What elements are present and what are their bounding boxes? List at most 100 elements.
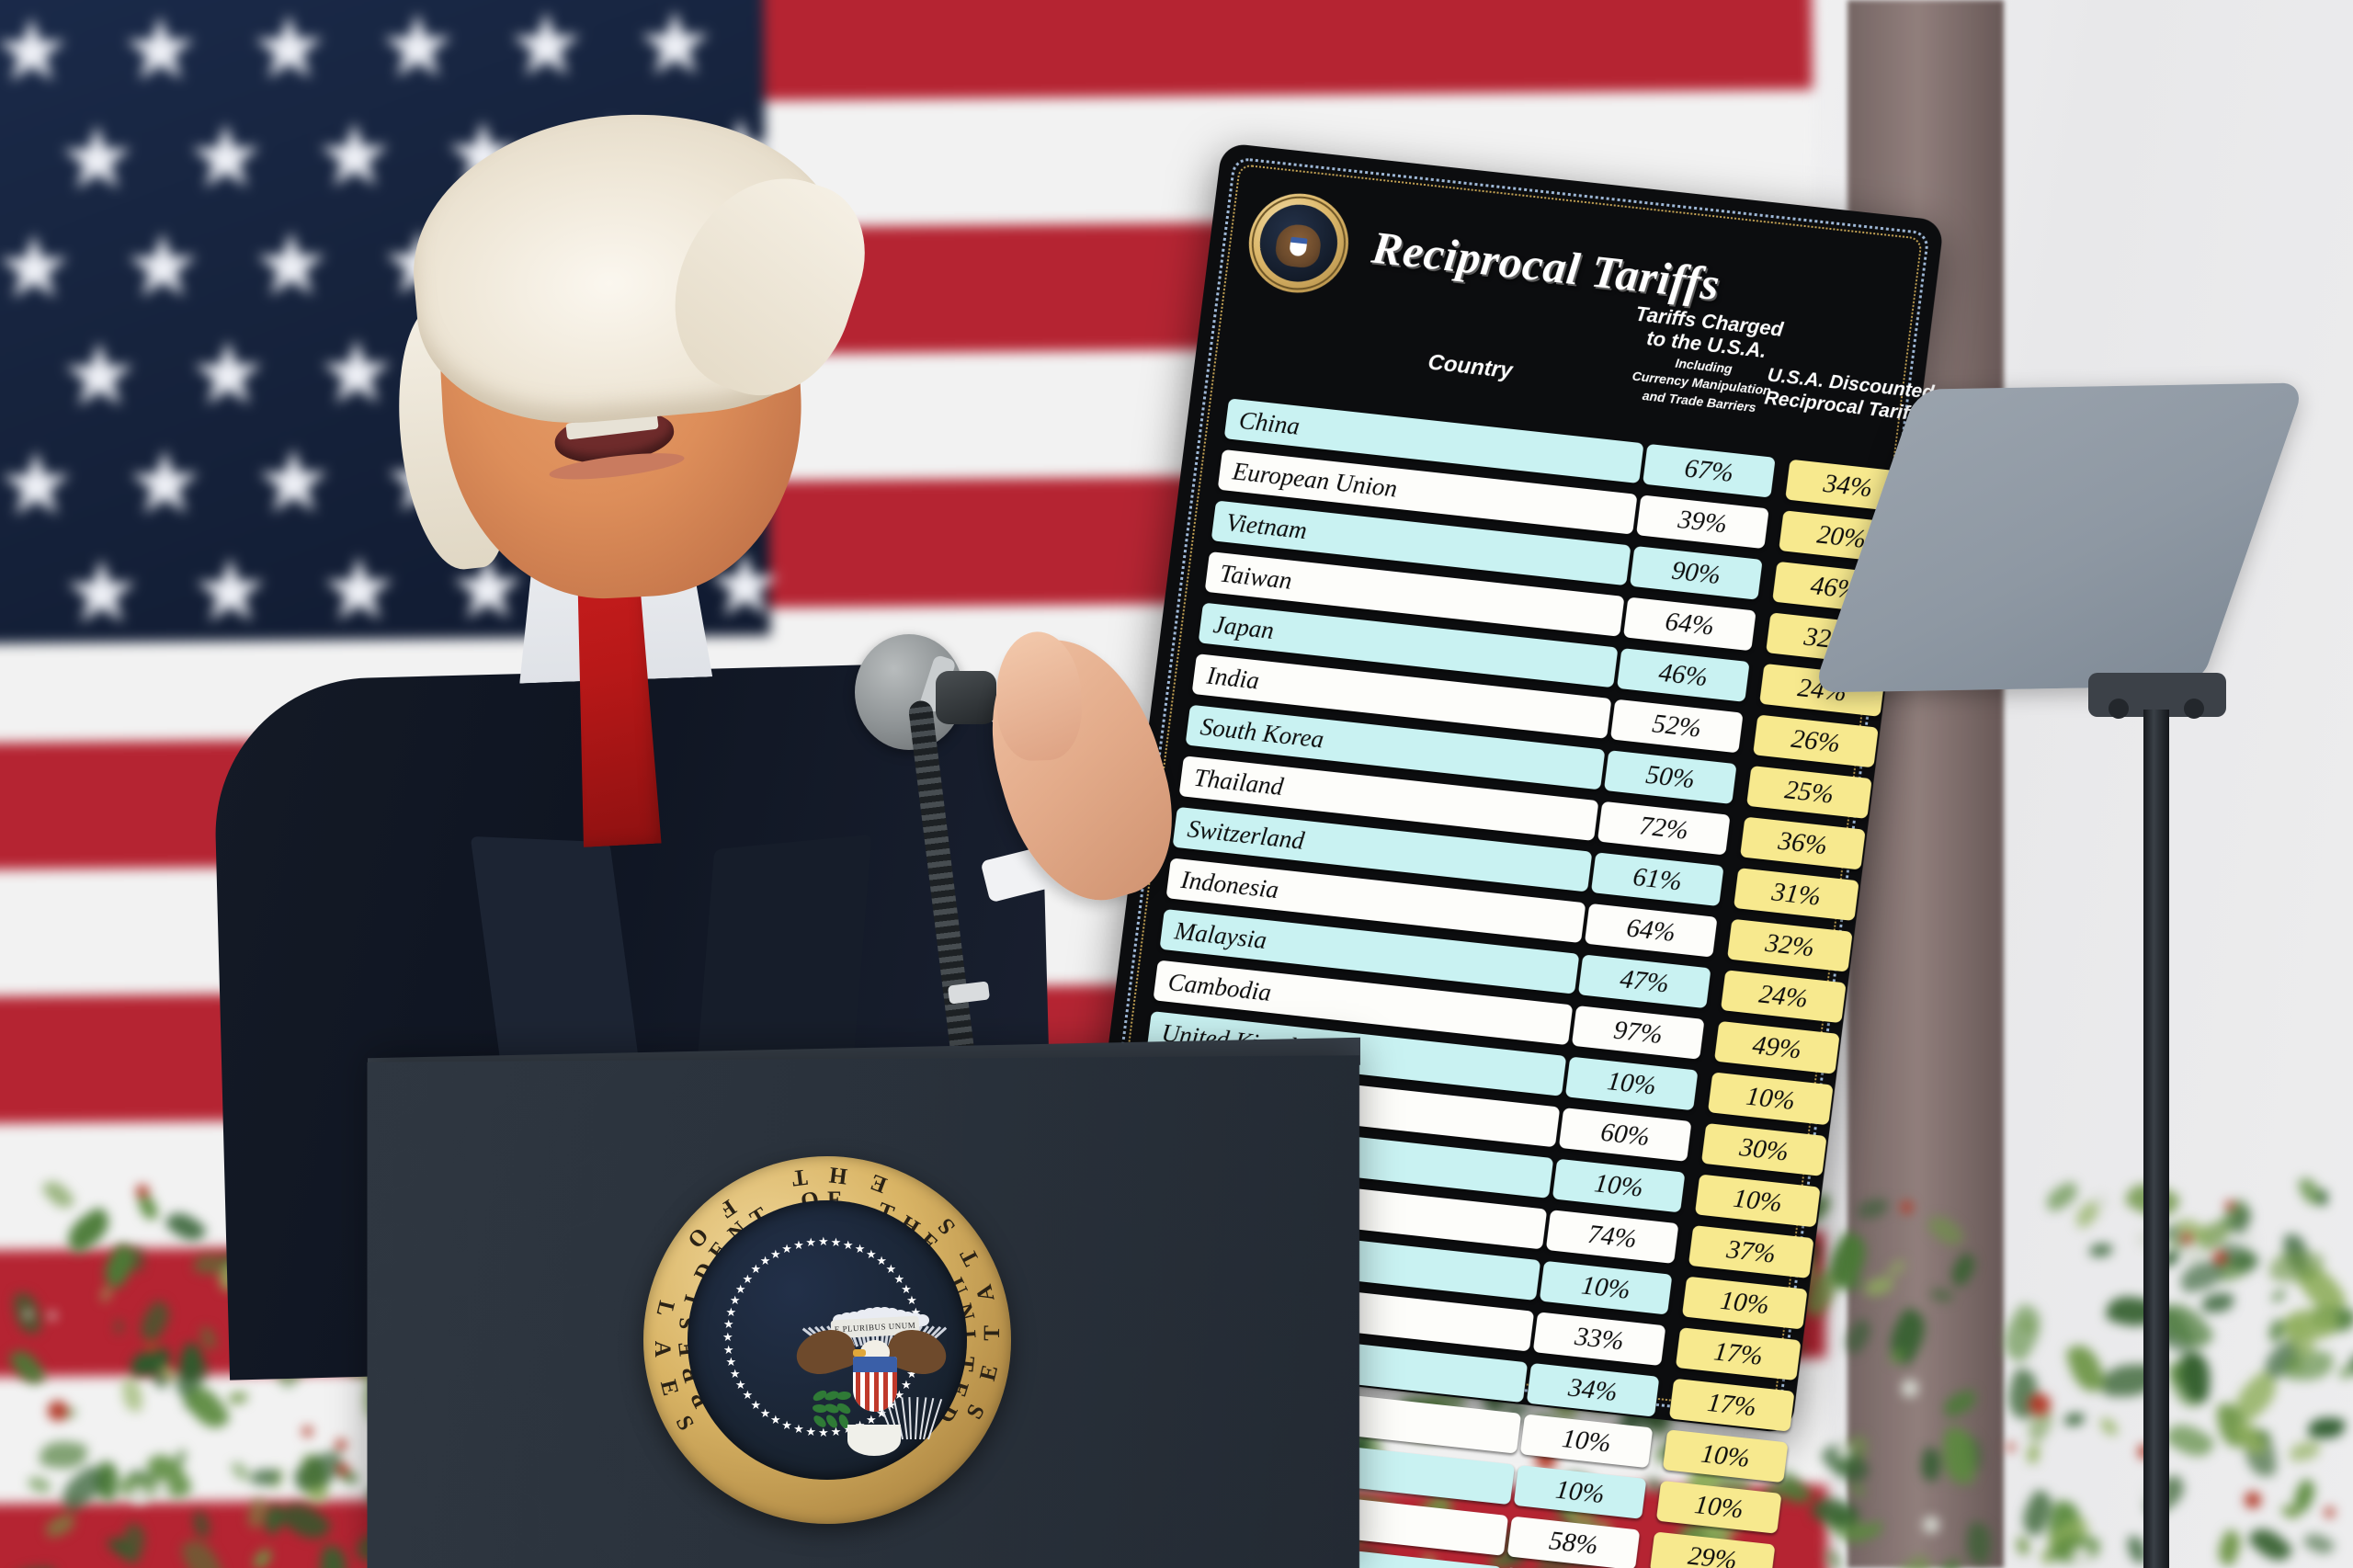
cell-tariff-discounted: 49%	[1714, 1021, 1840, 1074]
cell-tariff-discounted: 25%	[1746, 766, 1872, 819]
foliage-leaf	[2089, 1243, 2112, 1257]
cell-tariff-discounted: 26%	[1753, 714, 1879, 767]
seal-star: ★	[770, 1414, 781, 1426]
seal-star: ★	[793, 1239, 804, 1251]
seal-star: ★	[735, 1379, 746, 1391]
foliage-leaf	[122, 1379, 142, 1412]
foliage-leaf	[98, 1286, 115, 1303]
foliage-leaf	[1937, 1558, 1963, 1568]
seal-star: ★	[760, 1407, 771, 1419]
seal-star: ★	[730, 1294, 741, 1306]
foliage-leaf	[1824, 1548, 1843, 1568]
foliage-leaf	[2302, 1528, 2336, 1558]
seal-star: ★	[781, 1419, 792, 1431]
cell-tariff-discounted: 37%	[1688, 1225, 1814, 1278]
foliage-berry	[153, 1480, 170, 1496]
flag-star: ★	[186, 113, 266, 202]
seal-star: ★	[730, 1368, 741, 1380]
foliage-leaf	[27, 1473, 52, 1496]
foliage-berry	[49, 1312, 56, 1319]
teleprompter-pole	[2143, 710, 2169, 1568]
seal-letter: S	[670, 1412, 699, 1435]
cell-tariff-discounted: 30%	[1701, 1123, 1827, 1176]
foliage-leaf	[1883, 1551, 1939, 1568]
seal-star: ★	[831, 1236, 842, 1248]
cell-tariff-discounted: 10%	[1663, 1429, 1789, 1483]
foliage-leaf	[1941, 1427, 1977, 1484]
foliage-berry	[1836, 1445, 1850, 1459]
foliage-leaf	[116, 1522, 151, 1566]
seal-letter: A	[649, 1341, 675, 1358]
foliage-berry	[2072, 1546, 2092, 1566]
seal-star: ★	[805, 1236, 816, 1248]
seal-star: ★	[855, 1243, 866, 1255]
foliage-berry	[2183, 1242, 2205, 1264]
foliage-leaf	[1941, 1388, 1980, 1418]
foliage-berry	[2029, 1393, 2051, 1415]
foliage-leaf	[2289, 1440, 2321, 1461]
flag-star: ★	[635, 0, 715, 89]
foliage-leaf	[7, 1345, 47, 1389]
seal-eagle: E PLURIBUS UNUM	[798, 1309, 945, 1465]
cell-tariff-discounted: 10%	[1682, 1277, 1808, 1330]
seal-star: ★	[722, 1331, 733, 1343]
flag-star: ★	[0, 6, 72, 96]
foliage-leaf	[2064, 1340, 2107, 1395]
flag-star: ★	[60, 332, 140, 421]
seal-star: ★	[866, 1248, 877, 1260]
foliage-berry	[2245, 1234, 2254, 1243]
olive-leaf	[835, 1402, 852, 1416]
foliage-leaf	[1860, 1521, 1884, 1540]
foliage-berry	[1902, 1380, 1918, 1396]
flag-star: ★	[0, 223, 74, 312]
screenshot-stage: ★★★★★★★★★★★★★★★★★★★★★★★★★★★★★★★★★★★★ Rec…	[0, 0, 2353, 1568]
foliage-leaf	[1850, 1481, 1866, 1499]
olive-leaf	[824, 1413, 840, 1429]
foliage-leaf	[1929, 1285, 1955, 1306]
eagle-beak	[853, 1349, 866, 1357]
foliage-leaf	[1917, 1447, 1944, 1483]
seal-star: ★	[818, 1235, 829, 1247]
foliage-leaf	[2202, 1293, 2234, 1312]
cell-tariff-discounted: 32%	[1727, 919, 1853, 972]
flag-star: ★	[314, 112, 394, 201]
foliage-leaf	[43, 1512, 77, 1538]
cell-tariff-discounted: 10%	[1695, 1175, 1821, 1228]
foliage-leaf	[1963, 1522, 1995, 1566]
foliage-leaf	[2024, 1443, 2041, 1464]
seal-inner-disc: ★ ★ ★ ★ ★ ★ ★ ★ ★ ★ ★ ★ ★ ★ ★ ★ ★ ★ ★ ★ ★ ★ ★ ★ ★ ★ ★ ★ ★ ★ ★ ★ ★ ★ ★ ★ ★ ★ ★ ★…	[688, 1200, 967, 1480]
foliage-leaf	[193, 1512, 210, 1539]
foliage-leaf	[276, 1494, 333, 1548]
foliage-berry	[2181, 1233, 2191, 1244]
flag-star: ★	[57, 115, 137, 204]
foliage-leaf	[1946, 1251, 1980, 1288]
seal-star: ★	[726, 1306, 737, 1318]
foliage-leaf	[2064, 1414, 2085, 1426]
tariff-chart-board: Reciprocal Tariffs Country Tariffs Charg…	[1128, 142, 1962, 971]
foliage-leaf	[1857, 1199, 1888, 1219]
seal-star: ★	[726, 1356, 737, 1368]
foliage-berry	[145, 1340, 158, 1353]
foliage-leaf	[39, 1437, 88, 1471]
foliage-leaf	[2163, 1415, 2217, 1463]
seal-letter: A	[972, 1282, 1000, 1304]
seal-star: ★	[723, 1344, 734, 1356]
foliage-berry	[2006, 1443, 2015, 1451]
foliage-berry	[2325, 1507, 2336, 1518]
eagle-tail	[847, 1425, 901, 1456]
seal-star: ★	[781, 1243, 792, 1255]
flag-star: ★	[120, 6, 200, 95]
foliage-leaf	[2246, 1522, 2294, 1568]
foliage-berry	[48, 1401, 68, 1421]
seal-letter: E	[867, 1168, 891, 1198]
foliage-leaf	[1840, 1317, 1878, 1357]
seal-letter: E	[654, 1377, 683, 1398]
arrow-shaft	[915, 1397, 918, 1439]
seal-letter: T	[980, 1325, 1006, 1341]
flag-star: ★	[506, 1, 586, 90]
foliage-leaf	[179, 1535, 226, 1568]
foliage-leaf	[1885, 1258, 1907, 1277]
presidential-seal: PRESIDENT OF THE UNITEDSEAL OF THE STATE…	[643, 1156, 1011, 1524]
foliage-leaf	[60, 1205, 116, 1256]
cell-tariff-discounted: 10%	[1656, 1481, 1782, 1534]
